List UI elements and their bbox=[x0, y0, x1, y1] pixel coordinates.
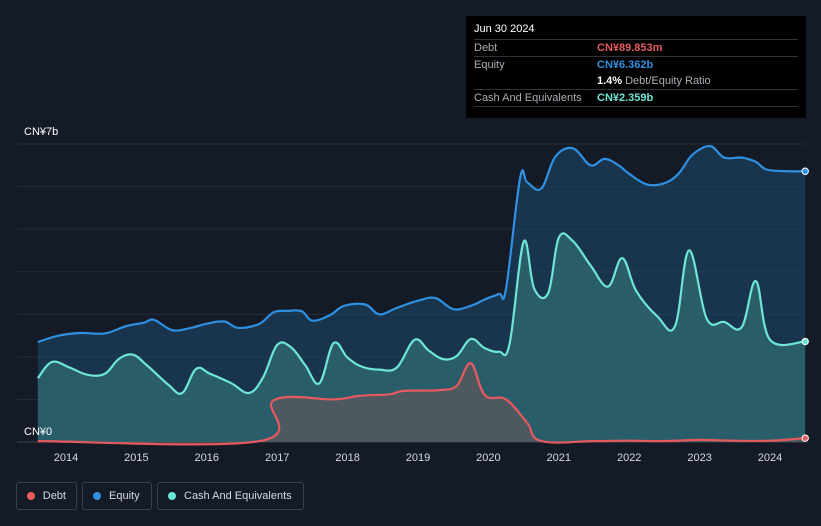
x-tick-label-2015: 2015 bbox=[124, 452, 148, 464]
tooltip-row-cash: Cash And Equivalents CN¥2.359b bbox=[474, 89, 798, 106]
x-tick-label-2023: 2023 bbox=[687, 452, 711, 464]
cash-area bbox=[37, 233, 806, 442]
tooltip-row-ratio: 1.4% Debt/Equity Ratio bbox=[474, 73, 798, 89]
equity-endpoint-marker bbox=[801, 167, 809, 175]
y-axis-label-top: CN¥7b bbox=[24, 126, 58, 138]
legend-item-cash[interactable]: Cash And Equivalents bbox=[157, 482, 304, 510]
y-axis-label-bottom: CN¥0 bbox=[24, 426, 52, 438]
equity-area bbox=[37, 146, 806, 443]
legend-cash-label: Cash And Equivalents bbox=[184, 490, 292, 502]
x-tick-label-2018: 2018 bbox=[335, 452, 359, 464]
debt-line bbox=[37, 362, 806, 446]
x-tick-label-2017: 2017 bbox=[265, 452, 289, 464]
legend-equity-label: Equity bbox=[109, 490, 140, 502]
cash-endpoint-marker bbox=[801, 337, 809, 346]
x-tick-label-2024: 2024 bbox=[758, 452, 782, 464]
tooltip-date: Jun 30 2024 bbox=[474, 23, 535, 35]
tooltip-debt-value: CN¥89.853m bbox=[597, 42, 663, 54]
legend-item-debt[interactable]: Debt bbox=[16, 482, 77, 510]
x-tick-label-2014: 2014 bbox=[54, 452, 78, 464]
x-tick-label-2020: 2020 bbox=[476, 452, 500, 464]
series-lines bbox=[36, 144, 806, 446]
tooltip-ratio-value: 1.4% bbox=[597, 75, 623, 87]
x-tick-label-2021: 2021 bbox=[547, 452, 571, 464]
x-axis-ticks: 2014 2015 2016 2017 2018 2019 2020 2021 2022 2023… bbox=[54, 452, 782, 464]
x-tick-label-2016: 2016 bbox=[195, 452, 219, 464]
tooltip-panel: Jun 30 2024 Debt CN¥89.853m Equity CN¥6.… bbox=[466, 16, 806, 118]
tooltip-row-debt: Debt CN¥89.853m bbox=[474, 39, 798, 56]
debt-dot-icon bbox=[27, 492, 35, 500]
tooltip-debt-label: Debt bbox=[474, 42, 498, 54]
debt-area bbox=[37, 363, 806, 445]
tooltip-equity-label: Equity bbox=[474, 59, 505, 71]
series-areas bbox=[37, 146, 806, 445]
tooltip-equity-value: CN¥6.362b bbox=[597, 59, 654, 71]
x-tick-label-2019: 2019 bbox=[406, 452, 430, 464]
cash-dot-icon bbox=[168, 492, 176, 500]
legend-item-equity[interactable]: Equity bbox=[82, 482, 152, 510]
cash-line bbox=[36, 232, 806, 395]
tooltip-ratio-label: Debt/Equity Ratio bbox=[625, 75, 711, 87]
equity-dot-icon bbox=[93, 492, 101, 500]
series-endpoints bbox=[801, 167, 809, 442]
tooltip-cash-value: CN¥2.359b bbox=[597, 92, 654, 104]
legend-debt-label: Debt bbox=[42, 490, 66, 502]
debt-endpoint-marker bbox=[801, 434, 809, 442]
equity-line bbox=[37, 144, 806, 344]
tooltip-cash-label: Cash And Equivalents bbox=[474, 92, 582, 104]
tooltip-row-equity: Equity CN¥6.362b bbox=[474, 56, 798, 73]
x-tick-label-2022: 2022 bbox=[617, 452, 641, 464]
